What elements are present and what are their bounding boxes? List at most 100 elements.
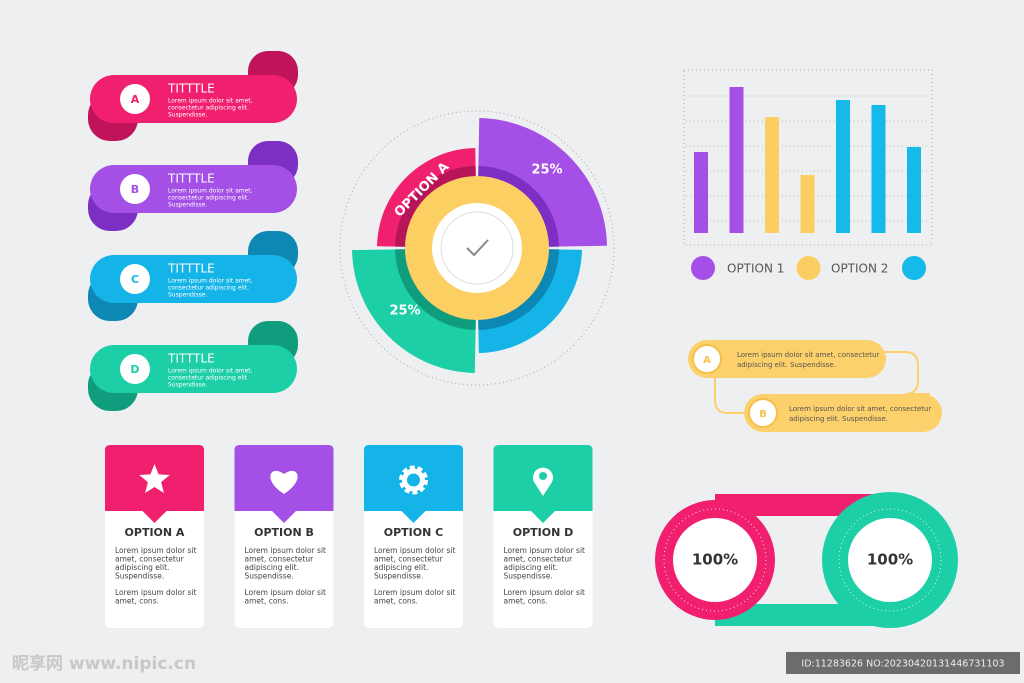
step-letter: B xyxy=(759,409,767,420)
ribbon-text: Suspendisse. xyxy=(168,382,207,389)
bar xyxy=(871,105,886,233)
bar xyxy=(836,100,850,233)
card-text: amet, consectetur xyxy=(245,555,315,564)
progress-label: 100% xyxy=(692,551,738,569)
card-text: Lorem ipsum dolor sit xyxy=(115,546,197,555)
legend-dot xyxy=(691,256,715,280)
card-text: adipiscing elit. xyxy=(115,563,169,572)
card-text: amet, cons. xyxy=(245,597,289,606)
step-pill xyxy=(688,340,886,378)
step-text: adipiscing elit. Suspendisse. xyxy=(737,361,836,369)
ribbon-title: TITTTLE xyxy=(167,172,215,186)
card-text: Lorem ipsum dolor sit xyxy=(115,588,197,597)
progress-dots xyxy=(663,508,767,612)
ribbon-badge xyxy=(120,84,150,114)
donut-segment xyxy=(478,118,607,247)
ribbon-text: consectetur adipiscing elit. xyxy=(168,195,249,202)
card-text: amet, cons. xyxy=(115,597,159,606)
bar xyxy=(729,87,744,233)
chart-frame xyxy=(683,69,933,246)
ribbon-text: Suspendisse. xyxy=(168,202,207,209)
donut-segment-shade xyxy=(478,166,559,247)
ribbon-title: TITTTLE xyxy=(167,82,215,96)
dotted-ring xyxy=(339,110,615,386)
pin-icon xyxy=(533,467,553,496)
check-icon xyxy=(466,239,489,257)
card-text: amet, consectetur xyxy=(504,555,574,564)
progress-center xyxy=(848,518,932,602)
bar xyxy=(765,117,779,233)
card-text: Lorem ipsum dolor sit xyxy=(504,588,586,597)
watermark-site: 昵享网 www.nipic.cn xyxy=(12,653,196,674)
ribbon-badge xyxy=(120,174,150,204)
progress-center xyxy=(673,518,757,602)
ribbon-letter: A xyxy=(131,93,140,106)
step-letter: A xyxy=(703,355,711,366)
card-text: Lorem ipsum dolor sit xyxy=(374,588,456,597)
ribbon-letter: C xyxy=(131,273,139,286)
card-text: Lorem ipsum dolor sit xyxy=(245,546,327,555)
ribbon-text: Suspendisse. xyxy=(168,292,207,299)
card-title: OPTION A xyxy=(125,526,185,539)
donut-segment-shade xyxy=(478,249,559,330)
card-header xyxy=(364,445,463,523)
ribbon-letter: B xyxy=(131,183,139,196)
step-text: adipiscing elit. Suspendisse. xyxy=(789,415,888,423)
card-text: Lorem ipsum dolor sit xyxy=(374,546,456,555)
step-text: Lorem ipsum dolor sit amet, consectetur xyxy=(789,405,931,413)
gear-icon xyxy=(402,468,425,492)
card-text: adipiscing elit. xyxy=(374,563,428,572)
card-text: adipiscing elit. xyxy=(504,563,558,572)
ribbon-title: TITTTLE xyxy=(167,352,215,366)
step-badge xyxy=(748,398,778,428)
card-title: OPTION D xyxy=(513,526,574,539)
legend-label: OPTION 1 xyxy=(727,262,784,276)
bar xyxy=(907,147,921,233)
watermark-id: ID:11283626 NO:20230420131446731103 xyxy=(801,659,1004,670)
progress-label: 100% xyxy=(867,551,913,569)
donut-percent: 25% xyxy=(531,163,562,178)
step-text: Lorem ipsum dolor sit amet, consectetur xyxy=(737,351,879,359)
step-pill xyxy=(744,394,942,432)
ribbon-text: consectetur adipiscing elit. xyxy=(168,105,249,112)
ribbon-text: Lorem ipsum dolor sit amet, xyxy=(168,368,253,375)
ribbon-text: Lorem ipsum dolor sit amet, xyxy=(168,278,253,285)
ribbon-letter: D xyxy=(130,363,139,376)
bar xyxy=(800,175,815,233)
heart-icon xyxy=(270,470,298,494)
step-connector xyxy=(880,351,930,395)
card-text: Suspendisse. xyxy=(374,572,423,581)
card-title: OPTION C xyxy=(384,526,443,539)
legend-dot xyxy=(902,256,926,280)
donut-segment-shade xyxy=(395,166,476,247)
ribbon-badge xyxy=(120,264,150,294)
pin-icon-hole xyxy=(539,472,547,480)
legend-dot xyxy=(796,256,821,280)
star-icon xyxy=(139,464,170,493)
donut-segment-shade xyxy=(395,249,476,330)
step-connector xyxy=(714,372,750,414)
card-text: Lorem ipsum dolor sit xyxy=(245,588,327,597)
card-text: Suspendisse. xyxy=(115,572,164,581)
card-text: Suspendisse. xyxy=(245,572,294,581)
ribbon-text: Suspendisse. xyxy=(168,112,207,119)
card-text: adipiscing elit. xyxy=(245,563,299,572)
card-text: amet, consectetur xyxy=(115,555,185,564)
donut-percent: 25% xyxy=(389,304,420,319)
donut-center xyxy=(432,203,522,293)
progress-dots xyxy=(838,508,942,612)
card-text: amet, cons. xyxy=(374,597,418,606)
card-text: amet, cons. xyxy=(504,597,548,606)
ribbon-badge xyxy=(120,354,150,384)
donut-center-ring xyxy=(440,211,514,285)
ribbon-title: TITTTLE xyxy=(167,262,215,276)
legend-label: OPTION 2 xyxy=(831,262,888,276)
card-title: OPTION B xyxy=(254,526,314,539)
bar xyxy=(694,152,708,233)
step-badge xyxy=(692,344,722,374)
card-text: Suspendisse. xyxy=(504,572,553,581)
card-text: Lorem ipsum dolor sit xyxy=(504,546,586,555)
ribbon-text: Lorem ipsum dolor sit amet, xyxy=(168,188,253,195)
card-text: amet, consectetur xyxy=(374,555,444,564)
